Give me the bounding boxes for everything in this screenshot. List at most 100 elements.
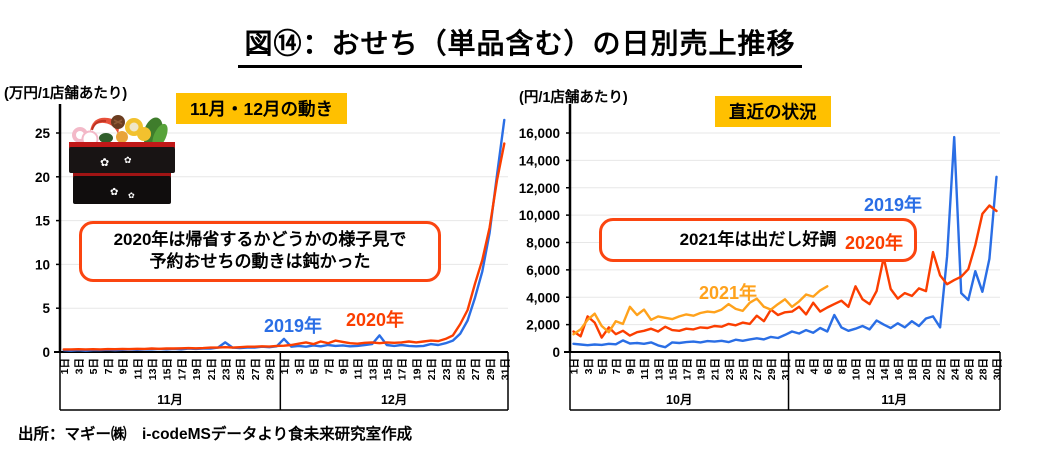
svg-text:2,000: 2,000 <box>526 318 560 333</box>
osechi-box-illustration: ✿ ✿ ✿ ✿ <box>69 115 175 204</box>
left-callout-line2: 予約おせちの動きは鈍かった <box>149 252 371 272</box>
svg-text:21日: 21日 <box>710 358 722 380</box>
svg-text:8,000: 8,000 <box>526 236 560 251</box>
svg-text:8日: 8日 <box>837 358 849 374</box>
svg-text:6日: 6日 <box>822 358 834 374</box>
osechi-image: ✿ ✿ ✿ ✿ <box>56 110 188 215</box>
right-legend-2020: 2020年 <box>845 233 904 253</box>
svg-text:1日: 1日 <box>279 358 291 374</box>
svg-text:3日: 3日 <box>74 358 86 374</box>
left-chart-badge: 11月・12月の動き <box>176 93 347 124</box>
right-chart-badge: 直近の状況 <box>715 96 831 127</box>
right-y-axis-unit-label: (円/1店舗あたり) <box>519 90 628 106</box>
svg-text:27日: 27日 <box>752 358 764 380</box>
svg-text:10: 10 <box>35 257 50 272</box>
svg-text:28日: 28日 <box>978 358 990 380</box>
svg-text:3日: 3日 <box>294 358 306 374</box>
svg-text:20日: 20日 <box>921 358 933 380</box>
svg-text:27日: 27日 <box>250 358 262 380</box>
svg-text:11日: 11日 <box>132 358 144 380</box>
right-chart-callout: 2021年は出だし好調 <box>599 218 917 263</box>
svg-text:11日: 11日 <box>639 358 651 380</box>
svg-text:7日: 7日 <box>323 358 335 374</box>
svg-text:31日: 31日 <box>780 358 792 380</box>
svg-text:0: 0 <box>42 345 50 360</box>
left-chart-callout: 2020年は帰省するかどうかの様子見で 予約おせちの動きは鈍かった <box>79 221 441 282</box>
svg-text:30日: 30日 <box>992 358 1004 380</box>
svg-text:9日: 9日 <box>338 358 350 374</box>
page-title-text: 図⑭：おせち（単品含む）の日別売上推移 <box>238 22 802 68</box>
svg-text:10,000: 10,000 <box>519 208 560 223</box>
svg-text:1日: 1日 <box>569 358 581 374</box>
svg-text:27日: 27日 <box>470 358 482 380</box>
right-legend-2019: 2019年 <box>864 195 923 215</box>
svg-text:9日: 9日 <box>118 358 130 374</box>
svg-text:5日: 5日 <box>88 358 100 374</box>
svg-text:22日: 22日 <box>935 358 947 380</box>
svg-text:29日: 29日 <box>265 358 277 380</box>
svg-text:29日: 29日 <box>485 358 497 380</box>
svg-text:15日: 15日 <box>382 358 394 380</box>
svg-text:25日: 25日 <box>235 358 247 380</box>
svg-text:11月: 11月 <box>881 393 907 407</box>
svg-text:25日: 25日 <box>455 358 467 380</box>
svg-text:5: 5 <box>42 301 50 316</box>
svg-text:16,000: 16,000 <box>519 126 560 141</box>
svg-text:19日: 19日 <box>191 358 203 380</box>
svg-text:13日: 13日 <box>367 358 379 380</box>
svg-text:7日: 7日 <box>103 358 115 374</box>
svg-text:21日: 21日 <box>426 358 438 380</box>
svg-text:3日: 3日 <box>583 358 595 374</box>
svg-text:10日: 10日 <box>851 358 863 380</box>
svg-text:16日: 16日 <box>893 358 905 380</box>
svg-text:26日: 26日 <box>963 358 975 380</box>
svg-text:4,000: 4,000 <box>526 290 560 305</box>
svg-text:5日: 5日 <box>597 358 609 374</box>
svg-text:14日: 14日 <box>879 358 891 380</box>
left-legend-2019: 2019年 <box>264 316 323 336</box>
svg-text:12月: 12月 <box>381 393 407 407</box>
svg-text:15: 15 <box>35 214 51 229</box>
svg-text:12,000: 12,000 <box>519 181 560 196</box>
svg-text:10月: 10月 <box>666 393 692 407</box>
flower-glyph: ✿ <box>110 187 118 198</box>
svg-text:12日: 12日 <box>865 358 877 380</box>
svg-text:18日: 18日 <box>907 358 919 380</box>
svg-text:11日: 11日 <box>353 358 365 380</box>
flower-glyph: ✿ <box>124 155 132 165</box>
svg-text:2日: 2日 <box>794 358 806 374</box>
svg-text:13日: 13日 <box>147 358 159 380</box>
svg-text:19日: 19日 <box>696 358 708 380</box>
svg-text:4日: 4日 <box>808 358 820 374</box>
svg-text:15日: 15日 <box>162 358 174 380</box>
svg-text:17日: 17日 <box>176 358 188 380</box>
flower-glyph: ✿ <box>128 191 135 200</box>
svg-text:31日: 31日 <box>500 358 512 380</box>
right-legend-2021: 2021年 <box>699 283 758 303</box>
svg-text:29日: 29日 <box>766 358 778 380</box>
svg-text:17日: 17日 <box>397 358 409 380</box>
svg-text:25: 25 <box>35 126 51 141</box>
source-note: 出所：マギー㈱ i-codeMSデータより食未来研究室作成 <box>18 426 413 443</box>
svg-text:23日: 23日 <box>441 358 453 380</box>
svg-text:13日: 13日 <box>653 358 665 380</box>
svg-text:14,000: 14,000 <box>519 153 560 168</box>
svg-text:23日: 23日 <box>220 358 232 380</box>
flower-glyph: ✿ <box>100 157 109 169</box>
left-y-axis-unit-label: (万円/1店舗あたり) <box>4 86 128 102</box>
page-title: 図⑭：おせち（単品含む）の日別売上推移 <box>0 22 1040 68</box>
svg-text:7日: 7日 <box>611 358 623 374</box>
svg-text:11月: 11月 <box>157 393 183 407</box>
left-callout-line1: 2020年は帰省するかどうかの様子見で <box>113 230 407 249</box>
svg-text:0: 0 <box>552 345 560 360</box>
svg-text:15日: 15日 <box>667 358 679 380</box>
svg-text:25日: 25日 <box>738 358 750 380</box>
svg-text:20: 20 <box>35 170 50 185</box>
left-legend-2020: 2020年 <box>346 310 405 330</box>
svg-text:23日: 23日 <box>724 358 736 380</box>
svg-text:17日: 17日 <box>682 358 694 380</box>
svg-text:1日: 1日 <box>59 358 71 374</box>
svg-text:5日: 5日 <box>309 358 321 374</box>
svg-text:24日: 24日 <box>949 358 961 380</box>
